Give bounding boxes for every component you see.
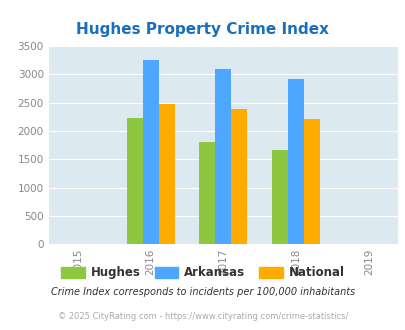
Bar <box>287 79 303 244</box>
Bar <box>271 150 287 244</box>
Bar <box>158 104 174 244</box>
Bar <box>303 119 319 244</box>
Text: Crime Index corresponds to incidents per 100,000 inhabitants: Crime Index corresponds to incidents per… <box>51 287 354 297</box>
Text: Hughes Property Crime Index: Hughes Property Crime Index <box>76 22 329 37</box>
Text: © 2025 CityRating.com - https://www.cityrating.com/crime-statistics/: © 2025 CityRating.com - https://www.city… <box>58 312 347 321</box>
Legend: Hughes, Arkansas, National: Hughes, Arkansas, National <box>56 262 349 284</box>
Bar <box>142 60 158 244</box>
Bar <box>126 118 142 244</box>
Bar <box>199 142 215 244</box>
Bar <box>231 109 247 244</box>
Bar <box>215 69 231 244</box>
